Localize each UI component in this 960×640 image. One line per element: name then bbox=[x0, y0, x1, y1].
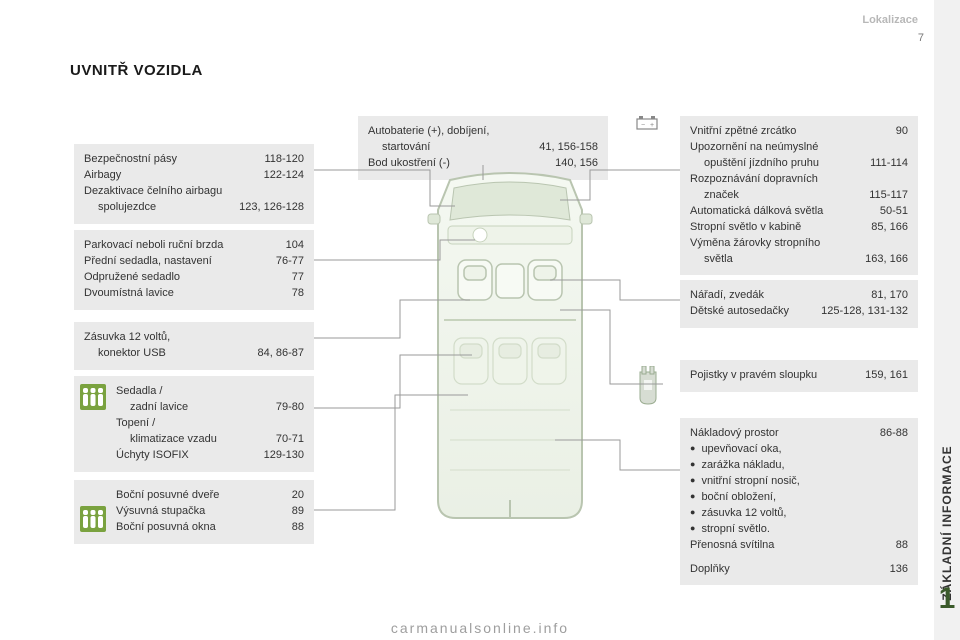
entry-pages: 86-88 bbox=[880, 426, 908, 442]
entry-label: Rozpoznávání dopravních bbox=[690, 172, 898, 188]
entry-pages: 159, 161 bbox=[865, 368, 908, 384]
entry-label: startování bbox=[382, 140, 529, 156]
cargo-bullet: zarážka nákladu, bbox=[704, 458, 908, 474]
entry-label: Bezpečnostní pásy bbox=[84, 152, 254, 168]
cargo-bullet: upevňovací oka, bbox=[704, 442, 908, 458]
box-mirror: Vnitřní zpětné zrcátko 90Upozornění na ne… bbox=[680, 116, 918, 275]
entry-label: Přenosná svítilna bbox=[690, 538, 886, 554]
entry-pages: 163, 166 bbox=[865, 252, 908, 268]
entry-label: Doplňky bbox=[690, 562, 880, 578]
entry-label: Výsuvná stupačka bbox=[116, 504, 282, 520]
entry-label: Stropní světlo v kabině bbox=[690, 220, 861, 236]
entry-label: Pojistky v pravém sloupku bbox=[690, 368, 855, 384]
category-label: Lokalizace bbox=[862, 14, 918, 26]
battery-icon: −+ bbox=[636, 116, 658, 130]
entry-label: světla bbox=[704, 252, 855, 268]
svg-text:+: + bbox=[650, 122, 654, 129]
entry-label: značek bbox=[704, 188, 859, 204]
entry-pages: 84, 86-87 bbox=[258, 346, 304, 362]
page-title: UVNITŘ VOZIDLA bbox=[70, 62, 203, 79]
entry-label: Topení / bbox=[116, 416, 294, 432]
fuse-icon bbox=[634, 366, 662, 406]
box-safety: Bezpečnostní pásy 118-120 Airbagy 122-124De… bbox=[74, 144, 314, 224]
entry-label: Boční posuvná okna bbox=[116, 520, 282, 536]
entry-pages: 88 bbox=[292, 520, 304, 536]
manual-page: Lokalizace 7 UVNITŘ VOZIDLA ZÁKLADNÍ INF… bbox=[0, 0, 960, 640]
chapter-tab: ZÁKLADNÍ INFORMACE 1 bbox=[934, 0, 960, 640]
entry-label: Dezaktivace čelního airbagu bbox=[84, 184, 294, 200]
entry-pages: 78 bbox=[292, 286, 304, 302]
entry-pages: 115-117 bbox=[869, 188, 908, 204]
entry-pages: 129-130 bbox=[264, 448, 304, 464]
entry-pages: 90 bbox=[896, 124, 908, 140]
cargo-bullet: boční obložení, bbox=[704, 490, 908, 506]
cargo-bullet: zásuvka 12 voltů, bbox=[704, 506, 908, 522]
entry-pages: 88 bbox=[896, 538, 908, 554]
entry-label: Odpružené sedadlo bbox=[84, 270, 282, 286]
entry-label: Výměna žárovky stropního bbox=[690, 236, 898, 252]
entry-pages: 118-120 bbox=[264, 152, 304, 168]
vehicle-top-view-diagram bbox=[420, 170, 600, 520]
chapter-number: 1 bbox=[934, 582, 960, 616]
entry-label: Přední sedadla, nastavení bbox=[84, 254, 266, 270]
entry-label: Sedadla / bbox=[116, 384, 294, 400]
entry-label: Automatická dálková světla bbox=[690, 204, 870, 220]
box-doors: Boční posuvné dveře 20 Výsuvná stupačka 89 B… bbox=[74, 480, 314, 544]
entry-pages: 81, 170 bbox=[871, 288, 908, 304]
entry-pages: 50-51 bbox=[880, 204, 908, 220]
entry-pages: 89 bbox=[292, 504, 304, 520]
entry-pages: 79-80 bbox=[276, 400, 304, 416]
entry-pages: 136 bbox=[890, 562, 908, 578]
entry-label: spolujezdce bbox=[98, 200, 229, 216]
entry-label: Parkovací neboli ruční brzda bbox=[84, 238, 276, 254]
cargo-bullet: vnitřní stropní nosič, bbox=[704, 474, 908, 490]
entry-pages: 123, 126-128 bbox=[239, 200, 304, 216]
rear-seats-icon bbox=[80, 384, 106, 410]
svg-text:−: − bbox=[641, 122, 645, 129]
entry-pages: 20 bbox=[292, 488, 304, 504]
entry-label: Upozornění na neúmyslné bbox=[690, 140, 898, 156]
source-url: carmanualsonline.info bbox=[0, 620, 960, 636]
entry-label: Dětské autosedačky bbox=[690, 304, 811, 320]
entry-pages: 76-77 bbox=[276, 254, 304, 270]
section-label: ZÁKLADNÍ INFORMACE bbox=[940, 445, 954, 600]
entry-pages: 41, 156-158 bbox=[539, 140, 598, 156]
entry-pages: 70-71 bbox=[276, 432, 304, 448]
entry-label: Autobaterie (+), dobíjení, bbox=[368, 124, 588, 140]
entry-label: Nákladový prostor bbox=[690, 426, 870, 442]
entry-label: Zásuvka 12 voltů, bbox=[84, 330, 294, 346]
entry-pages: 111-114 bbox=[870, 156, 908, 172]
entry-label: Nářadí, zvedák bbox=[690, 288, 861, 304]
entry-label: Boční posuvné dveře bbox=[116, 488, 282, 504]
box-cargo: Nákladový prostor 86-88upevňovací oka,zar… bbox=[680, 418, 918, 585]
entry-label: Vnitřní zpětné zrcátko bbox=[690, 124, 886, 140]
box-seats: Sedadla /zadní lavice 79-80Topení /klimat… bbox=[74, 376, 314, 472]
entry-pages: 122-124 bbox=[264, 168, 304, 184]
entry-pages: 125-128, 131-132 bbox=[821, 304, 908, 320]
entry-label: zadní lavice bbox=[130, 400, 266, 416]
entry-pages: 85, 166 bbox=[871, 220, 908, 236]
page-number: 7 bbox=[918, 32, 924, 44]
cargo-bullet: stropní světlo. bbox=[704, 522, 908, 538]
entry-label: opuštění jízdního pruhu bbox=[704, 156, 860, 172]
box-parking: Parkovací neboli ruční brzda 104 Přední se… bbox=[74, 230, 314, 310]
box-socket: Zásuvka 12 voltů,konektor USB 84, 86-87 bbox=[74, 322, 314, 370]
sliding-door-icon bbox=[80, 506, 106, 532]
entry-pages: 77 bbox=[292, 270, 304, 286]
entry-label: klimatizace vzadu bbox=[130, 432, 266, 448]
entry-label: Dvoumístná lavice bbox=[84, 286, 282, 302]
entry-pages: 104 bbox=[286, 238, 304, 254]
entry-label: Airbagy bbox=[84, 168, 254, 184]
box-tools: Nářadí, zvedák 81, 170 Dětské autosedačky 1… bbox=[680, 280, 918, 328]
entry-label: konektor USB bbox=[98, 346, 248, 362]
box-fuses: Pojistky v pravém sloupku 159, 161 bbox=[680, 360, 918, 392]
entry-label: Úchyty ISOFIX bbox=[116, 448, 254, 464]
